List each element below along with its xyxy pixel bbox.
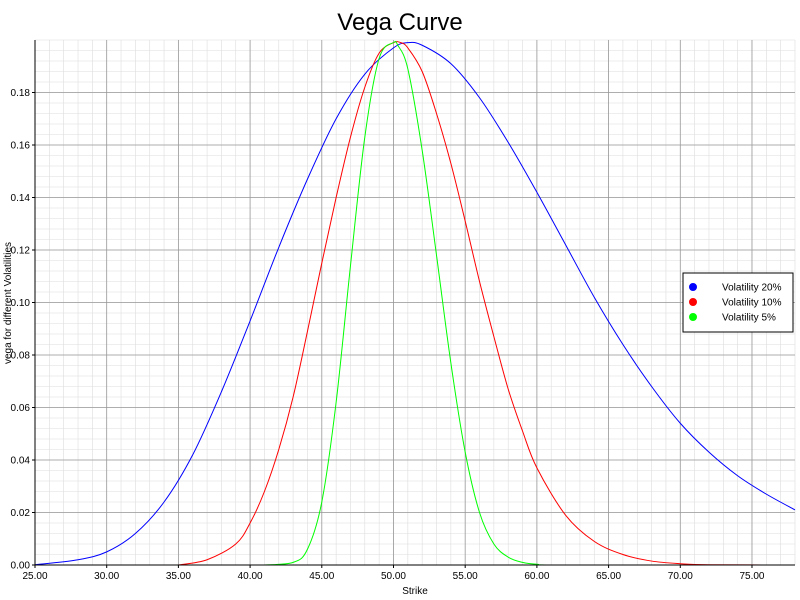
series-line-2 [178,41,796,566]
y-tick-label: 0.14 [11,193,31,204]
x-tick-label: 40.00 [238,571,263,582]
y-tick-label: 0.04 [11,456,31,467]
legend-label-3: Volatility 5% [722,313,776,324]
x-tick-labels: 25.00 30.00 35.00 40.00 45.00 50.00 55.00 60.00… [22,565,765,582]
legend-label-2: Volatility 10% [722,298,782,309]
x-tick-label: 75.00 [739,571,764,582]
series-line-1 [34,41,796,566]
series-lines [34,40,796,566]
y-tick-label: 0.18 [11,88,31,99]
legend-marker-3 [689,313,697,321]
y-tick-label: 0.02 [11,508,31,519]
y-tick-label: 0.06 [11,403,31,414]
x-tick-label: 60.00 [524,571,549,582]
x-tick-label: 25.00 [22,571,47,582]
y-tick-label: 0.00 [11,561,31,572]
y-tick-labels: 0.00 0.02 0.04 0.06 0.08 0.10 0.12 0.14 0.16 0.18 [11,88,35,572]
series-line-3 [264,40,795,566]
legend-marker-2 [689,298,697,306]
x-tick-label: 50.00 [381,571,406,582]
legend-label-1: Volatility 20% [722,283,782,294]
y-tick-label: 0.16 [11,141,31,152]
x-tick-label: 45.00 [309,571,334,582]
x-axis-label: Strike [402,586,428,597]
y-tick-label: 0.12 [11,246,31,257]
legend-box [682,272,794,333]
chart-title: Vega Curve [337,9,462,36]
y-axis-label: vega for different Volatilities [3,242,14,364]
x-tick-label: 55.00 [453,571,478,582]
x-tick-label: 70.00 [668,571,693,582]
x-tick-label: 65.00 [596,571,621,582]
y-tick-label: 0.08 [11,351,31,362]
x-tick-label: 30.00 [94,571,119,582]
x-tick-label: 35.00 [166,571,191,582]
major-grid [34,40,795,566]
legend: Volatility 20% Volatility 10% Volatility 5… [682,272,794,333]
legend-marker-1 [689,283,697,291]
y-tick-label: 0.10 [11,298,31,309]
